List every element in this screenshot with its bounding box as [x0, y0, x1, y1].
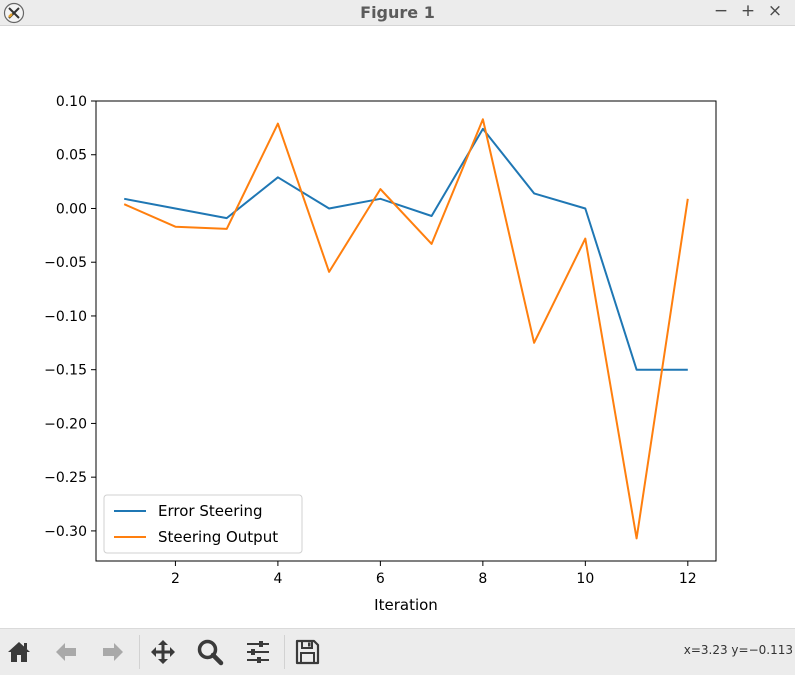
- y-tick-label: 0.10: [56, 94, 87, 110]
- y-tick-label: −0.15: [44, 363, 87, 379]
- pan-icon: [151, 640, 175, 664]
- back-button[interactable]: [49, 635, 83, 669]
- toolbar-separator: [139, 635, 140, 669]
- legend-box: [103, 494, 303, 554]
- toolbar: x=3.23 y=−0.113: [0, 628, 795, 675]
- app-icon: [3, 2, 25, 24]
- legend-entry: Steering Output: [158, 528, 278, 546]
- y-tick-label: −0.25: [44, 470, 87, 486]
- x-tick-label: 8: [478, 571, 487, 587]
- axes-frame: [95, 100, 717, 562]
- y-tick-label: −0.10: [44, 309, 87, 325]
- close-button[interactable]: ×: [767, 1, 783, 21]
- home-icon: [8, 642, 30, 662]
- x-tick-label: 2: [171, 571, 180, 587]
- zoom-button[interactable]: [193, 635, 227, 669]
- maximize-button[interactable]: +: [740, 1, 756, 21]
- save-button[interactable]: [290, 635, 324, 669]
- series-line-error-steering: [124, 127, 688, 371]
- chart-canvas[interactable]: 2 4 6 8 10 12 0.10 0.05 0.00 −0.05 −0.10 −0.15 −0.2…: [0, 27, 795, 627]
- y-tick-label: −0.05: [44, 255, 87, 271]
- forward-button[interactable]: [96, 635, 130, 669]
- y-tick-label: −0.20: [44, 416, 87, 432]
- x-tick-label: 4: [273, 571, 282, 587]
- series-line-steering-output: [123, 118, 689, 540]
- window-title: Figure 1: [360, 3, 435, 22]
- title-bar: Figure 1 − + ×: [0, 0, 795, 26]
- x-tick-label: 6: [376, 571, 385, 587]
- x-axis-label: Iteration: [374, 596, 438, 614]
- cursor-coordinates: x=3.23 y=−0.113: [683, 643, 793, 657]
- x-tick-label: 12: [679, 571, 697, 587]
- zoom-icon: [197, 639, 224, 666]
- y-tick-label: 0.05: [56, 148, 87, 164]
- minimize-button[interactable]: −: [713, 1, 729, 21]
- back-arrow-icon: [56, 643, 76, 661]
- pan-button[interactable]: [146, 635, 180, 669]
- line-chart: 2 4 6 8 10 12 0.10 0.05 0.00 −0.05 −0.10 −0.15 −0.2…: [44, 94, 717, 614]
- legend-entry: Error Steering: [158, 502, 263, 520]
- legend: Error Steering Steering Output: [103, 494, 303, 554]
- y-tick-label: −0.30: [44, 524, 87, 540]
- home-button[interactable]: [2, 635, 36, 669]
- y-tick-label: 0.00: [56, 201, 87, 217]
- save-icon: [295, 639, 320, 665]
- configure-subplots-button[interactable]: [241, 635, 275, 669]
- configure-subplots-icon: [247, 641, 269, 663]
- toolbar-separator: [284, 635, 285, 669]
- x-tick-label: 10: [576, 571, 594, 587]
- forward-arrow-icon: [103, 643, 123, 661]
